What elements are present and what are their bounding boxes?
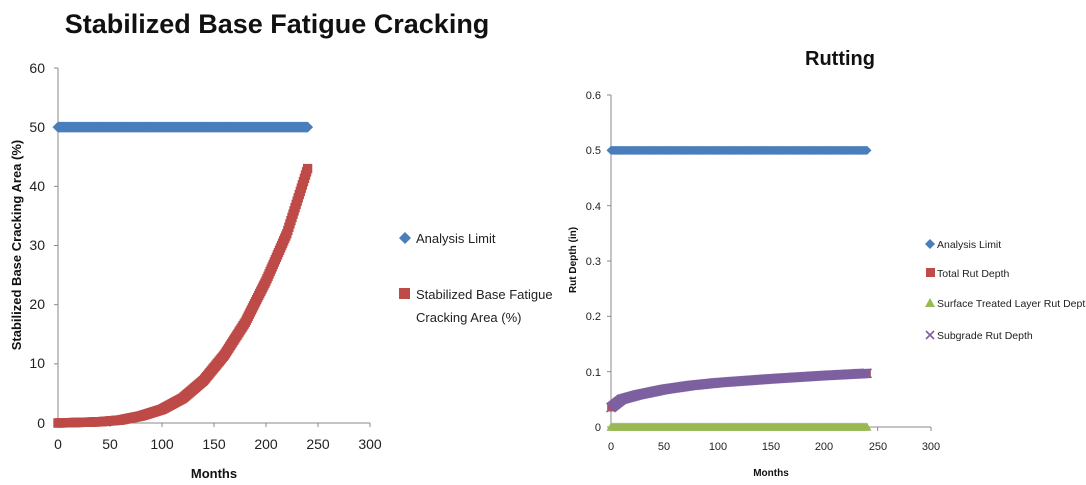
y-tick-label: 20 <box>29 296 45 312</box>
x-tick-labels: 0 50 100 150 200 250 300 <box>608 441 940 453</box>
y-tick-label: 0.6 <box>586 90 601 102</box>
legend-diamond-marker <box>925 239 935 249</box>
legend-diamond-marker <box>399 232 411 244</box>
x-tick-labels: 0 50 100 150 200 250 300 <box>54 436 382 452</box>
legend-label: Analysis Limit <box>937 239 1001 251</box>
legend-label: Total Rut Depth <box>937 268 1010 280</box>
x-tick-label: 150 <box>762 441 780 453</box>
data-point <box>302 121 314 133</box>
legend-label: Surface Treated Layer Rut Depth <box>937 298 1086 310</box>
y-tick-label: 0 <box>37 415 45 431</box>
y-tick-label: 60 <box>29 60 45 76</box>
y-tick-label: 0.3 <box>586 256 601 268</box>
legend-square-marker <box>926 268 935 277</box>
chart-title: Stabilized Base Fatigue Cracking <box>65 9 490 39</box>
legend-label: Analysis Limit <box>416 231 496 246</box>
y-tick-labels: 0 0.1 0.2 0.3 0.4 0.5 0.6 <box>586 90 601 434</box>
y-tick-label: 50 <box>29 119 45 135</box>
series-analysis-limit <box>52 121 314 133</box>
x-tick-label: 0 <box>608 441 614 453</box>
y-tick-label: 0 <box>595 422 601 434</box>
x-axis-label: Months <box>191 466 237 481</box>
x-axis-label: Months <box>753 468 789 479</box>
series-analysis-limit <box>606 145 872 155</box>
series-subgrade-rut-depth <box>605 368 873 413</box>
legend-item-cracking-area: Stabilized Base Fatigue Cracking Area (%… <box>399 287 556 325</box>
legend-item-analysis-limit: Analysis Limit <box>399 231 496 246</box>
x-tick-label: 200 <box>815 441 833 453</box>
series-stabilized-base-fatigue-cracking-area <box>53 163 313 428</box>
rutting-chart: Rutting 0 0.1 0.2 0.3 0.4 0.5 0.6 0 50 1… <box>568 48 1086 479</box>
legend-label-line-2: Cracking Area (%) <box>416 310 521 325</box>
data-point <box>862 145 872 155</box>
legend-label: Stabilized Base Fatigue Cracking Area (%… <box>416 287 556 325</box>
chart-title: Rutting <box>805 48 875 70</box>
series-surface-treated-layer-rut-depth <box>606 422 872 431</box>
x-tick-label: 100 <box>709 441 727 453</box>
legend-label: Subgrade Rut Depth <box>937 330 1033 342</box>
x-tick-label: 150 <box>202 436 226 452</box>
y-axis-label: Rut Depth (in) <box>568 227 579 293</box>
x-tick-label: 200 <box>254 436 278 452</box>
x-tick-label: 0 <box>54 436 62 452</box>
y-tick-label: 0.1 <box>586 367 601 379</box>
data-point <box>861 368 873 379</box>
y-tick-labels: 0 10 20 30 40 50 60 <box>29 60 45 431</box>
x-tick-label: 250 <box>306 436 330 452</box>
y-tick-label: 10 <box>29 355 45 371</box>
legend: Analysis Limit Stabilized Base Fatigue C… <box>399 231 556 325</box>
legend-triangle-marker <box>925 298 935 307</box>
legend-x-marker <box>925 330 935 340</box>
y-tick-label: 30 <box>29 237 45 253</box>
plot-area <box>52 121 314 428</box>
legend-item-analysis-limit: Analysis Limit <box>925 239 1001 251</box>
x-tick-label: 250 <box>869 441 887 453</box>
fatigue-cracking-chart: Stabilized Base Fatigue Cracking 0 10 20… <box>9 9 556 481</box>
y-tick-label: 40 <box>29 178 45 194</box>
legend: Analysis Limit Total Rut Depth Surface T… <box>925 239 1086 342</box>
x-tick-label: 300 <box>922 441 940 453</box>
y-tick-label: 0.4 <box>586 201 601 213</box>
data-point <box>862 422 872 431</box>
y-tick-label: 0.5 <box>586 145 601 157</box>
y-axis-label: Stabilized Base Cracking Area (%) <box>9 140 24 350</box>
legend-label-line-1: Stabilized Base Fatigue <box>416 287 553 302</box>
legend-item-subgrade-rut-depth: Subgrade Rut Depth <box>925 330 1033 342</box>
data-point <box>302 163 313 174</box>
x-tick-label: 50 <box>102 436 118 452</box>
x-tick-label: 50 <box>658 441 670 453</box>
y-tick-label: 0.2 <box>586 311 601 323</box>
legend-item-total-rut-depth: Total Rut Depth <box>926 268 1010 280</box>
x-tick-label: 100 <box>150 436 174 452</box>
legend-item-surface-treated-layer: Surface Treated Layer Rut Depth <box>925 298 1086 310</box>
x-tick-label: 300 <box>358 436 382 452</box>
plot-area <box>605 145 873 431</box>
legend-square-marker <box>399 288 410 299</box>
